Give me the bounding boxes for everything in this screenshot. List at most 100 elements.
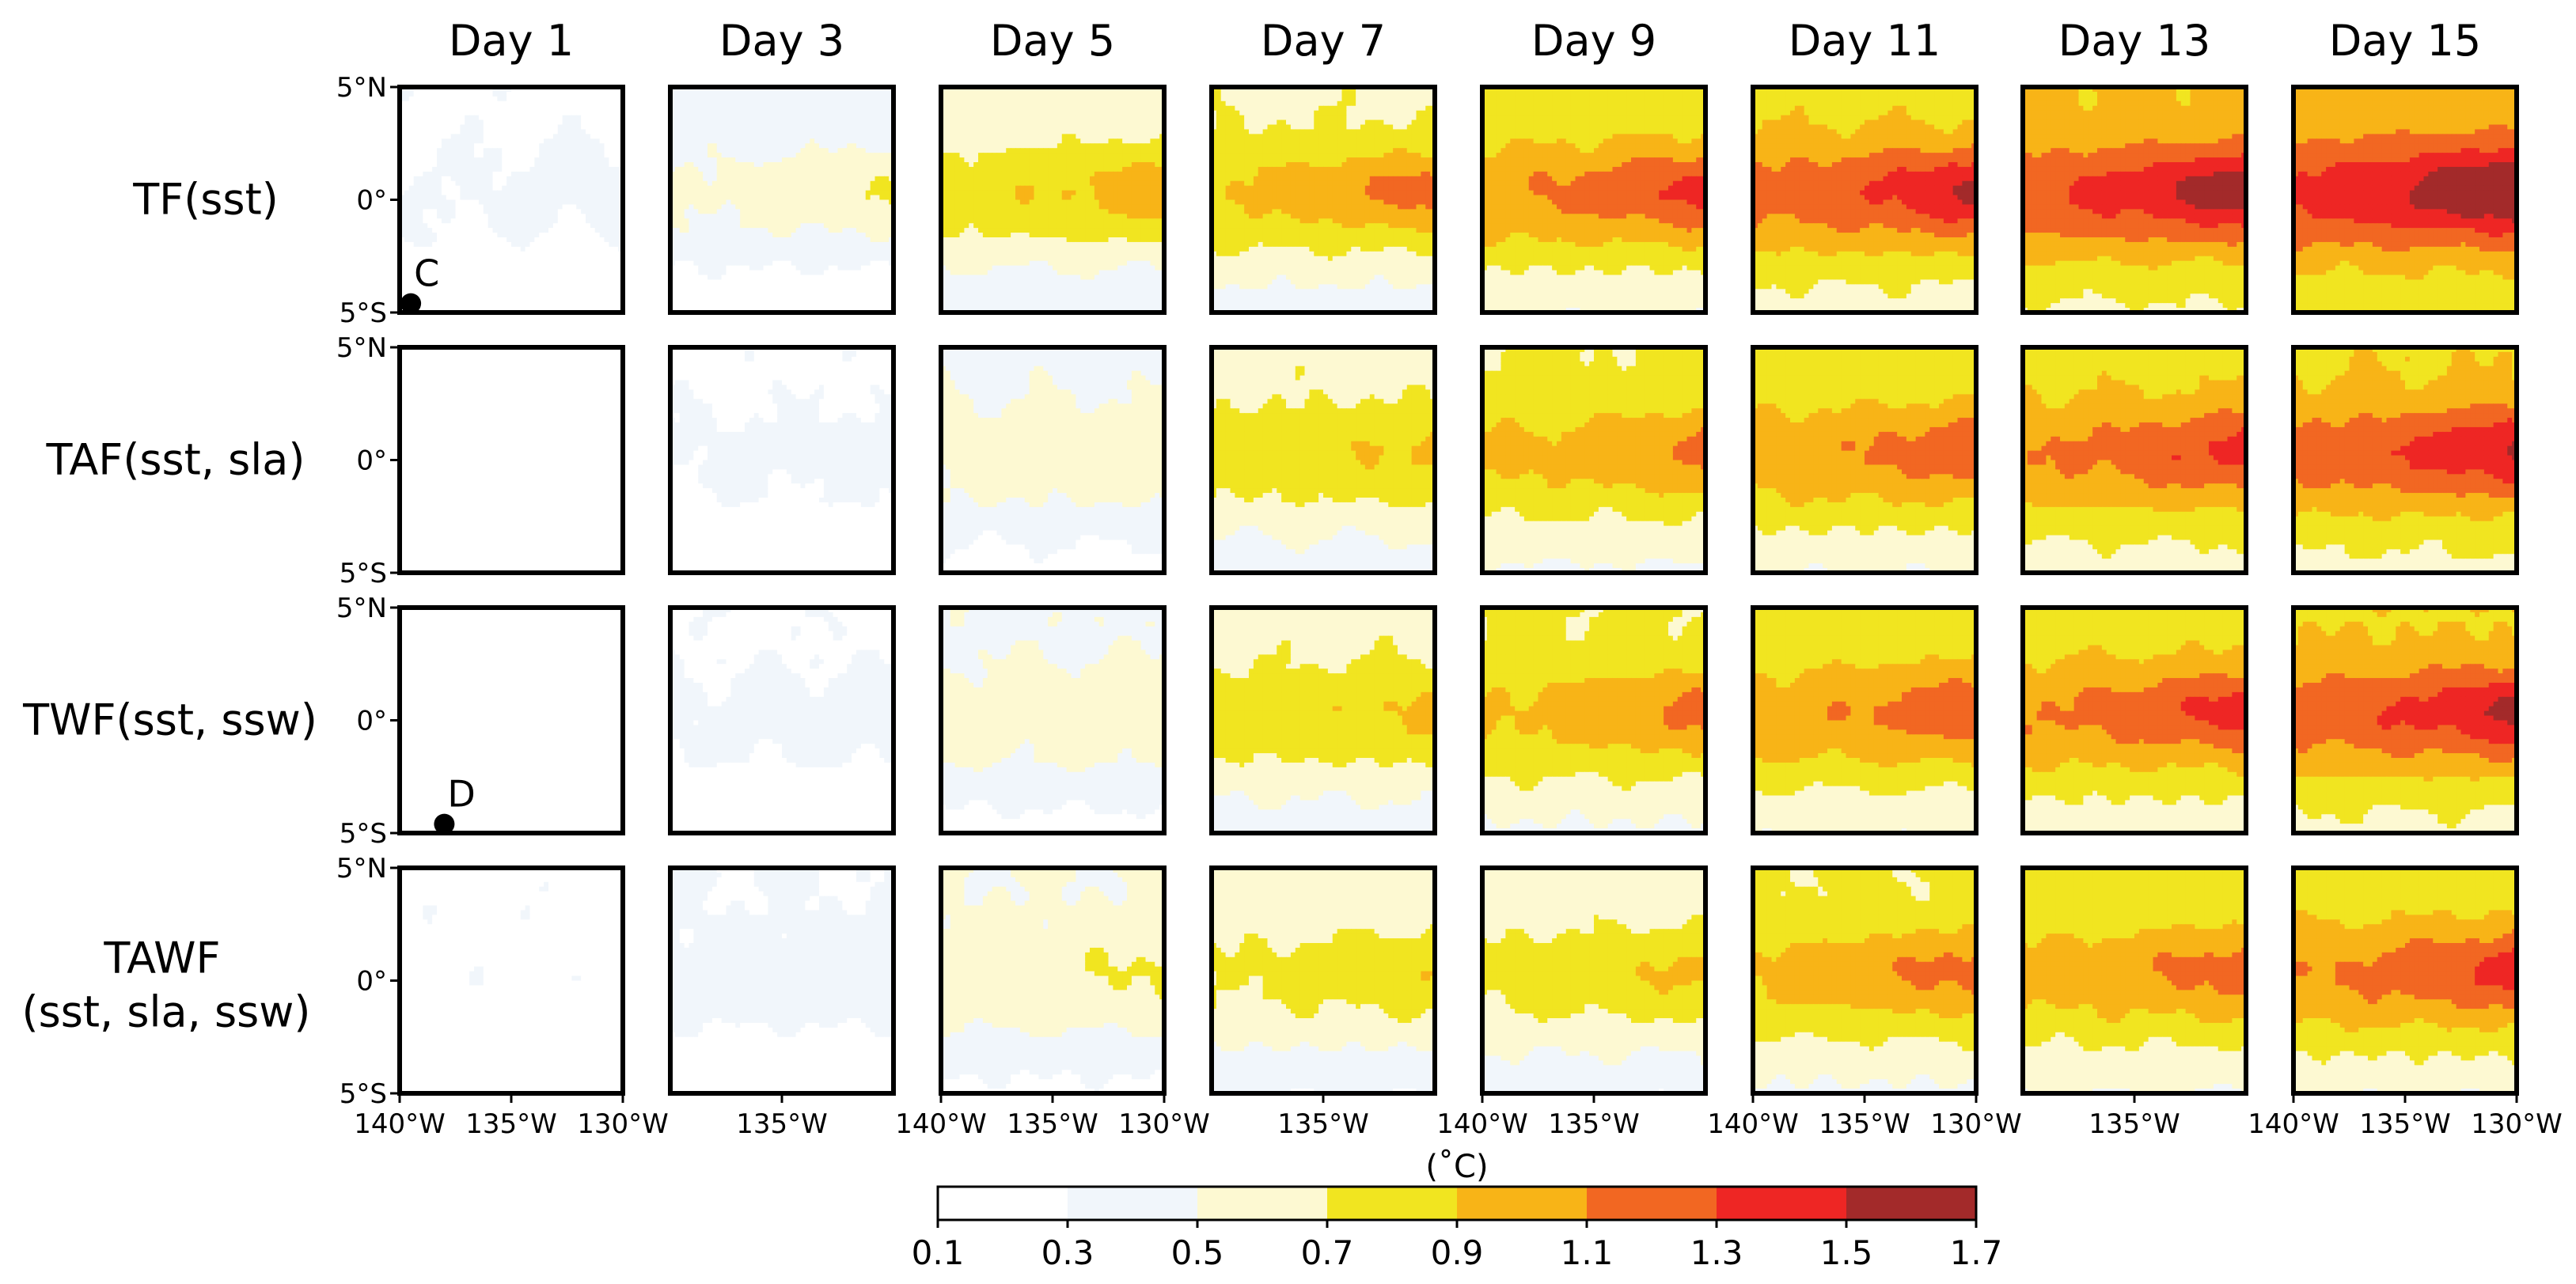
heatmap-cell xyxy=(563,233,567,238)
heatmap-cell xyxy=(446,279,451,285)
heatmap-cell xyxy=(708,116,712,121)
heatmap-cell xyxy=(955,106,960,112)
heatmap-cell xyxy=(856,298,861,304)
heatmap-cell xyxy=(484,111,488,116)
heatmap-cell xyxy=(409,97,414,102)
heatmap-cell xyxy=(735,218,740,224)
heatmap-cell xyxy=(548,200,553,206)
heatmap-cell xyxy=(768,176,772,182)
heatmap-cell xyxy=(740,266,745,271)
heatmap-cell xyxy=(553,200,558,206)
heatmap-cell xyxy=(484,242,488,248)
heatmap-cell xyxy=(479,97,484,102)
heatmap-cell xyxy=(525,200,530,206)
heatmap-cell xyxy=(442,106,446,112)
heatmap-cell xyxy=(960,97,965,102)
heatmap-cell xyxy=(879,271,884,276)
heatmap-cell xyxy=(595,134,600,139)
heatmap-cell xyxy=(814,233,819,238)
heatmap-cell xyxy=(871,143,875,149)
heatmap-cell xyxy=(833,195,838,201)
heatmap-cell xyxy=(581,167,586,172)
heatmap-cell xyxy=(539,242,544,248)
heatmap-cell xyxy=(469,209,474,214)
heatmap-cell xyxy=(819,195,824,201)
heatmap-cell xyxy=(814,237,819,243)
heatmap-cell xyxy=(493,204,498,210)
heatmap-cell xyxy=(861,92,866,97)
heatmap-cell xyxy=(493,148,498,153)
heatmap-cell xyxy=(427,204,432,210)
heatmap-cell xyxy=(404,138,409,144)
heatmap-cell xyxy=(727,271,731,276)
heatmap-cell xyxy=(754,271,759,276)
heatmap-cell xyxy=(879,181,884,187)
heatmap-cell xyxy=(548,138,553,144)
heatmap-cell xyxy=(730,200,735,206)
heatmap-cell xyxy=(787,167,791,172)
heatmap-cell xyxy=(479,303,484,309)
heatmap-cell xyxy=(847,167,852,172)
heatmap-cell xyxy=(801,271,806,276)
heatmap-cell xyxy=(586,157,590,163)
heatmap-cell xyxy=(861,153,866,158)
heatmap-cell xyxy=(502,120,506,126)
heatmap-cell xyxy=(451,191,456,196)
heatmap-cell xyxy=(796,176,801,182)
heatmap-cell xyxy=(419,191,423,196)
heatmap-cell xyxy=(586,228,590,233)
heatmap-cell xyxy=(590,148,595,153)
heatmap-cell xyxy=(730,298,735,304)
heatmap-cell xyxy=(493,237,498,243)
heatmap-cell xyxy=(866,106,871,112)
heatmap-cell xyxy=(708,289,712,294)
heatmap-cell xyxy=(613,191,618,196)
heatmap-cell xyxy=(712,167,717,172)
heatmap-cell xyxy=(590,162,595,168)
heatmap-cell xyxy=(768,266,772,271)
heatmap-cell xyxy=(521,271,525,276)
heatmap-cell xyxy=(432,209,437,214)
heatmap-cell xyxy=(558,195,563,201)
heatmap-cell xyxy=(553,289,558,294)
heatmap-cell xyxy=(539,252,544,257)
heatmap-cell xyxy=(1117,111,1122,116)
heatmap-cell xyxy=(474,242,479,248)
heatmap-cell xyxy=(404,237,409,243)
heatmap-cell xyxy=(735,233,740,238)
heatmap-cell xyxy=(595,143,600,149)
heatmap-cell xyxy=(605,237,609,243)
heatmap-cell xyxy=(563,143,567,149)
heatmap-cell xyxy=(460,162,465,168)
heatmap-cell xyxy=(544,162,548,168)
heatmap-cell xyxy=(419,172,423,177)
heatmap-cell xyxy=(544,129,548,134)
heatmap-cell xyxy=(727,223,731,229)
heatmap-cell xyxy=(521,101,525,107)
heatmap-cell xyxy=(451,106,456,112)
heatmap-cell xyxy=(474,157,479,163)
heatmap-cell xyxy=(782,200,787,206)
heatmap-cell xyxy=(852,181,856,187)
heatmap-cell xyxy=(423,167,427,172)
heatmap-cell xyxy=(829,223,833,229)
heatmap-cell xyxy=(689,242,694,248)
heatmap-cell xyxy=(856,218,861,224)
heatmap-cell xyxy=(768,298,772,304)
heatmap-cell xyxy=(722,303,727,309)
heatmap-cell xyxy=(861,204,866,210)
heatmap-cell xyxy=(586,256,590,262)
heatmap-cell xyxy=(488,266,493,271)
heatmap-cell xyxy=(484,200,488,206)
heatmap-cell xyxy=(703,186,708,191)
heatmap-cell xyxy=(595,298,600,304)
heatmap-cell xyxy=(810,191,814,196)
heatmap-cell xyxy=(861,303,866,309)
heatmap-cell xyxy=(879,200,884,206)
heatmap-cell xyxy=(722,275,727,281)
heatmap-cell xyxy=(1020,101,1025,107)
heatmap-cell xyxy=(544,167,548,172)
heatmap-cell xyxy=(502,176,506,182)
heatmap-cell xyxy=(964,120,969,126)
heatmap-cell xyxy=(712,279,717,285)
